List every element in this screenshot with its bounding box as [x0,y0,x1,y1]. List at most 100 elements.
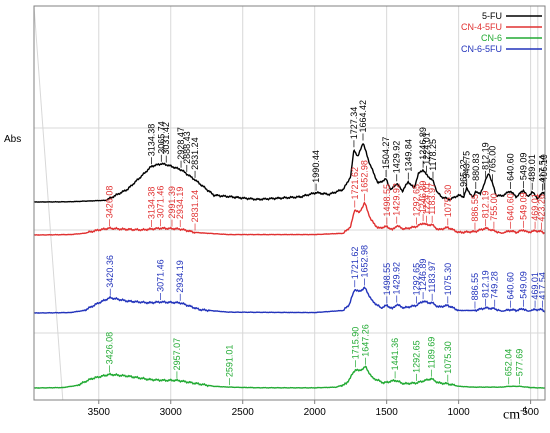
x-tick-label: 3000 [160,407,183,418]
peak-label: 549.09 [519,192,529,220]
peak-label: 1075.30 [443,263,453,296]
peak-label: 489.01 [527,154,537,182]
peak-label: 1715.90 [351,327,361,360]
peak-label: 3071.46 [156,186,166,219]
legend-label: CN-4-5FU [461,22,502,32]
peak-label: 3031.42 [161,122,171,155]
peak-label: 1075.30 [443,341,453,374]
peak-label: 1441.36 [390,338,400,371]
peak-label: 2831.24 [190,137,200,170]
peak-label: 2957.07 [172,338,182,371]
peak-label: 1292.65 [412,340,422,373]
peak-label: 812.19 [481,270,491,298]
peak-label: 1721.62 [350,167,360,200]
peak-label: 3134.38 [146,187,156,220]
peak-label: 2991.39 [167,186,177,219]
x-axis-label: cm-1 [503,405,528,424]
peak-label: 1292.65 [412,263,422,296]
peak-label: 3420.36 [105,255,115,288]
peak-label: 577.69 [514,349,524,377]
legend-label: CN-6 [481,33,502,43]
y-axis-label: Abs [4,134,22,145]
peak-label: 749.28 [490,271,500,299]
peak-label: 1075.30 [443,185,453,218]
peak-label: 1246.89 [418,181,428,214]
peak-label: 2591.01 [225,345,235,378]
x-tick-label: 1000 [448,407,471,418]
peak-label: 1429.92 [392,183,402,216]
x-axis-unit-exponent: -1 [520,405,528,415]
peak-label: 1498.55 [382,184,392,217]
peak-label: 1246.89 [418,127,428,160]
peak-label: 880.83 [471,153,481,181]
peak-label: 1498.55 [382,263,392,296]
peak-label: 765.00 [488,146,498,174]
peak-label: 652.04 [504,349,514,377]
peak-label: 3071.46 [156,259,166,292]
peak-label: 3426.08 [104,332,114,365]
peak-label: 1183.97 [427,261,437,293]
peak-label: 640.60 [505,193,515,221]
peak-label: 886.55 [470,194,480,222]
x-tick-label: 3500 [88,407,111,418]
peak-label: 1189.69 [426,337,436,369]
peak-label: 406.10 [539,154,549,182]
peak-label: 1224.01 [421,132,431,165]
grid-line-v [33,5,64,401]
legend-label: CN-6-5FU [461,44,502,54]
peak-label: 1652.98 [360,160,370,193]
peak-label: 3134.38 [146,124,156,157]
peak-label: 1183.97 [427,183,437,215]
peak-label: 965.22 [459,159,469,187]
peak-label: 1664.42 [358,100,368,133]
peak-label: 469.01 [530,272,540,300]
peak-label: 3426.08 [104,186,114,219]
peak-label: 1990.44 [311,150,321,183]
peak-label: 417.54 [538,155,548,183]
peak-label: 2831.24 [190,190,200,223]
peak-label: 1721.62 [350,247,360,280]
peak-label: 1246.89 [418,259,428,292]
peak-label: 3065.74 [156,121,166,154]
series-line-5-fu [33,143,546,203]
x-tick-label: 1500 [376,407,399,418]
peak-label: 640.60 [505,153,515,181]
peak-label: 549.09 [519,271,529,299]
plot-frame [33,5,546,401]
peak-label: 423.26 [537,194,547,222]
peak-label: 417.54 [538,272,548,300]
peak-label: 1224.01 [421,182,431,215]
peak-label: 1292.65 [412,184,422,217]
peak-label: 943.75 [462,151,472,179]
peak-label: 755.00 [489,193,499,221]
series-layer [33,143,546,389]
series-line-cn-6-5fu [33,286,546,314]
peak-label: 886.55 [470,273,480,301]
series-line-cn-6 [33,365,546,389]
peak-label: 812.19 [481,191,491,219]
axes: 3500 3000 2500 2000 1500 1000 500 [33,5,546,418]
x-tick-label: 2500 [232,407,255,418]
peak-label: 1647.26 [361,324,371,357]
peak-label: 1727.34 [349,107,359,140]
peak-label: 1429.92 [392,262,402,295]
x-tick-label: 2000 [304,407,327,418]
x-axis-unit: cm [503,407,521,423]
peak-label: 1504.27 [381,137,391,170]
peak-label: 2928.47 [176,127,186,160]
peak-label: 2888.43 [182,131,192,164]
peak-label: 640.60 [505,272,515,300]
legend-label: 5-FU [482,11,502,21]
peak-label: 2934.19 [175,187,185,220]
peak-label: 1349.84 [403,139,413,172]
peak-label: 1652.98 [360,245,370,278]
peak-label: 549.09 [519,153,529,181]
peak-label: 2934.19 [175,260,185,293]
peak-label: 469.01 [530,193,540,221]
x-tick-label: 500 [522,407,539,418]
peak-label: 1178.25 [428,139,438,171]
